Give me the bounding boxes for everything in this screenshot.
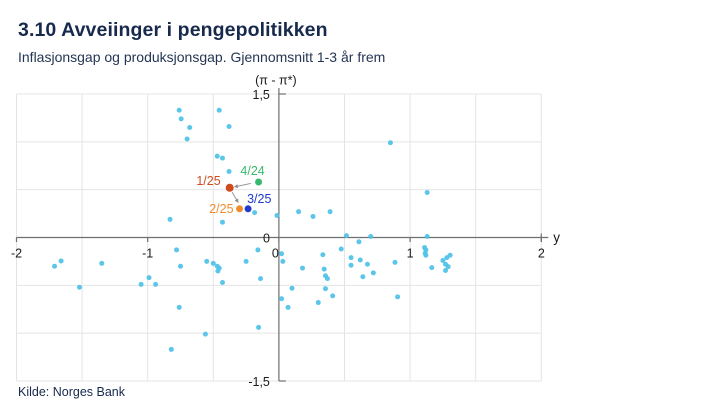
- scatter-point: [357, 257, 363, 263]
- scatter-point: [219, 219, 225, 225]
- scatter-point: [320, 252, 326, 258]
- scatter-point: [445, 264, 451, 270]
- scatter-point: [204, 258, 210, 264]
- scatter-point: [215, 268, 221, 274]
- scatter-point: [202, 331, 208, 337]
- scatter-point: [440, 257, 446, 263]
- scatter-point: [176, 107, 182, 113]
- scatter-point: [321, 266, 327, 272]
- scatter-point: [330, 293, 336, 299]
- highlight-point: [255, 178, 263, 186]
- highlight-point: [236, 205, 244, 213]
- scatter-point: [176, 304, 182, 310]
- scatter-point: [210, 260, 216, 266]
- y-tick-label: 0: [263, 232, 270, 246]
- annotation-arrow: [231, 191, 239, 203]
- scatter-point: [99, 260, 105, 266]
- x-tick-label: 0: [272, 247, 279, 261]
- scatter-point: [219, 279, 225, 285]
- scatter-point: [424, 234, 430, 240]
- scatter-point: [338, 246, 344, 252]
- highlight-label: 3/25: [247, 192, 271, 206]
- scatter-point: [219, 155, 225, 161]
- highlight-label: 1/25: [196, 174, 220, 188]
- scatter-point: [184, 136, 190, 142]
- scatter-point: [447, 252, 453, 258]
- figure-subtitle: Inflasjonsgap og produksjonsgap. Gjennom…: [18, 49, 386, 65]
- scatter-point: [356, 239, 362, 245]
- scatter-point: [279, 251, 285, 257]
- scatter-point: [424, 190, 430, 196]
- scatter-point: [327, 209, 333, 215]
- scatter-point: [167, 216, 173, 222]
- scatter-point: [226, 124, 232, 130]
- scatter-point: [423, 252, 429, 258]
- scatter-point: [168, 346, 174, 352]
- scatter-point: [289, 285, 295, 291]
- y-tick-label: -1,5: [248, 375, 270, 389]
- scatter-point: [296, 209, 302, 215]
- scatter-point: [429, 265, 435, 271]
- scatter-point: [300, 265, 306, 271]
- scatter-point: [216, 107, 222, 113]
- scatter-point: [285, 304, 291, 310]
- scatter-point: [274, 212, 280, 218]
- scatter-point: [153, 281, 159, 287]
- scatter-point: [392, 259, 398, 265]
- highlight-label: 2/25: [209, 202, 233, 216]
- scatter-point: [214, 153, 220, 159]
- scatter-point: [256, 324, 262, 330]
- scatter-point: [348, 262, 354, 268]
- scatter-point: [315, 300, 321, 306]
- scatter-point: [243, 258, 249, 264]
- highlight-point: [225, 183, 234, 192]
- scatter-point: [368, 234, 374, 240]
- scatter-point: [348, 255, 354, 261]
- scatter-point: [138, 281, 144, 287]
- figure-title: 3.10 Avveiinger i pengepolitikken: [18, 19, 328, 41]
- y-axis-title: (π - π*): [255, 74, 297, 88]
- scatter-point: [360, 274, 366, 280]
- scatter-point: [226, 168, 232, 174]
- scatter-point: [280, 258, 286, 264]
- scatter-point: [255, 247, 261, 253]
- scatter-point: [370, 270, 376, 276]
- x-axis-title: y: [553, 230, 560, 245]
- scatter-point: [187, 124, 193, 130]
- scatter-point: [76, 284, 82, 290]
- scatter-point: [364, 261, 370, 267]
- scatter-point: [387, 140, 393, 146]
- x-tick-label: 1: [407, 247, 414, 261]
- source-note: Kilde: Norges Bank: [18, 385, 126, 399]
- highlight-point: [244, 205, 252, 213]
- x-tick-label: -1: [142, 247, 153, 261]
- scatter-point: [146, 275, 152, 281]
- highlight-label: 4/24: [240, 164, 264, 178]
- scatter-point: [395, 294, 401, 300]
- scatter-point: [443, 268, 449, 274]
- y-tick-label: 1,5: [253, 88, 270, 102]
- scatter-point: [178, 263, 183, 269]
- scatter-point: [258, 276, 264, 282]
- scatter-point: [322, 286, 328, 292]
- scatter-point: [252, 210, 258, 216]
- annotation-arrow: [233, 183, 251, 189]
- scatter-point: [174, 247, 180, 253]
- scatter-point: [310, 213, 316, 219]
- plot-area: -2 -1 0 1 2 1,5 0 -1,5 y (π - π*) 4/24 1/25 2/25 3/25: [11, 74, 560, 390]
- scatter-point: [279, 296, 285, 302]
- scatter-point: [324, 276, 330, 282]
- scatter-point: [58, 258, 64, 264]
- x-tick-label: 2: [538, 247, 545, 261]
- scatter-point: [178, 116, 184, 122]
- scatter-point: [343, 233, 349, 239]
- x-tick-label: -2: [11, 247, 22, 261]
- scatter-point: [52, 263, 58, 269]
